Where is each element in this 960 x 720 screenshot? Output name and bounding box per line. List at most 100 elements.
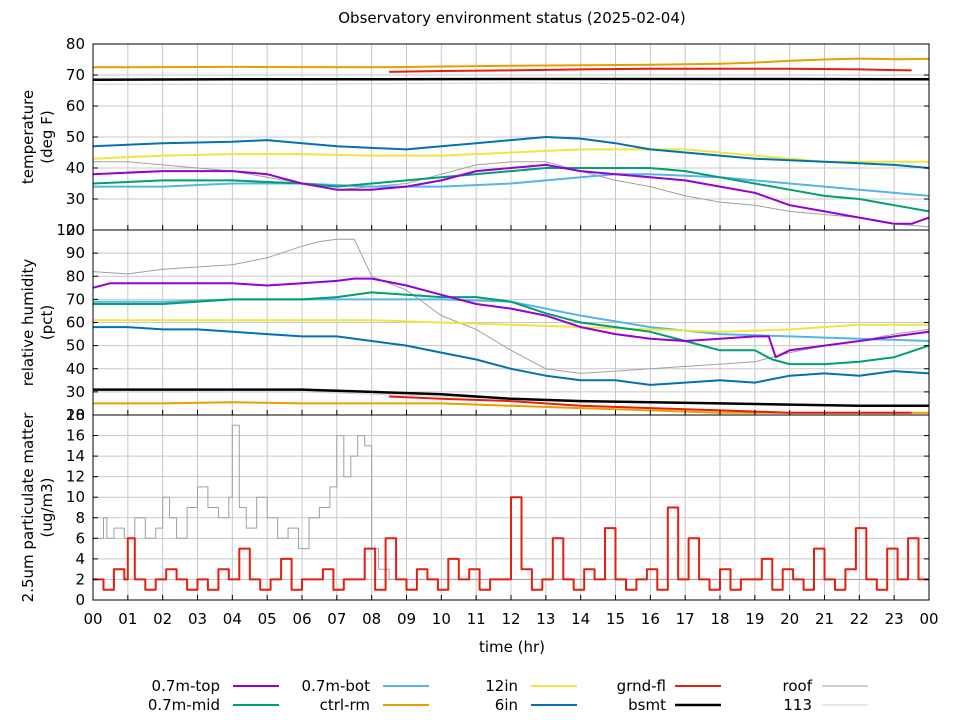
- y-tick-label: 18: [66, 406, 85, 424]
- legend-item-grnd-fl: grnd-fl: [617, 677, 721, 695]
- x-tick-label: 12: [501, 610, 520, 628]
- x-tick-label: 16: [641, 610, 660, 628]
- y-tick-label: 70: [66, 66, 85, 84]
- y-tick-label: 50: [66, 337, 85, 355]
- y-tick-label: 40: [66, 360, 85, 378]
- legend-label: roof: [783, 677, 813, 695]
- x-tick-label: 02: [153, 610, 172, 628]
- y-tick-label: 10: [66, 488, 85, 506]
- x-tick-label: 17: [676, 610, 695, 628]
- x-tick-label: 08: [362, 610, 381, 628]
- y-tick-label: 60: [66, 97, 85, 115]
- series-line-pm25-roof: [93, 424, 929, 580]
- x-tick-label: 21: [815, 610, 834, 628]
- series-line-temperature-6in: [93, 136, 929, 169]
- y-axis-label-line: relative humidity: [19, 259, 37, 387]
- x-tick-label: 19: [745, 610, 764, 628]
- series-line-humidity-grnd-fl: [389, 395, 912, 414]
- y-tick-label: 100: [56, 221, 85, 239]
- x-tick-label: 23: [885, 610, 904, 628]
- y-tick-label: 70: [66, 290, 85, 308]
- x-tick-label: 10: [432, 610, 451, 628]
- x-axis-label: time (hr): [479, 638, 545, 656]
- x-tick-label: 00: [919, 610, 938, 628]
- y-tick-label: 40: [66, 159, 85, 177]
- pm25-panel-frame: [92, 414, 930, 601]
- frame-layer: [92, 43, 930, 601]
- legend-item-0.7m-top: 0.7m-top: [152, 677, 279, 695]
- pm25-y-axis-label: 2.5um particulate matter(ug/m3): [19, 412, 56, 602]
- legend-label: 0.7m-mid: [148, 696, 220, 714]
- chart-title: Observatory environment status (2025-02-…: [338, 9, 686, 27]
- x-tick-label: 09: [397, 610, 416, 628]
- y-axis-label-line: (deg F): [38, 110, 56, 163]
- legend-label: grnd-fl: [617, 677, 666, 695]
- y-tick-label: 8: [75, 509, 85, 527]
- series-line-temperature-grnd-fl: [389, 67, 912, 73]
- x-tick-label: 01: [118, 610, 137, 628]
- y-axis-label-line: (pct): [38, 305, 56, 340]
- x-tick-label: 05: [258, 610, 277, 628]
- y-tick-label: 20: [66, 221, 85, 239]
- x-tick-label: 00: [83, 610, 102, 628]
- y-axis-label-line: (ug/m3): [38, 478, 56, 538]
- y-tick-label: 30: [66, 190, 85, 208]
- y-tick-label: 60: [66, 314, 85, 332]
- y-tick-label: 30: [66, 383, 85, 401]
- x-tick-label: 07: [327, 610, 346, 628]
- legend-item-0.7m-mid: 0.7m-mid: [148, 696, 279, 714]
- series-line-humidity-0.7m-top: [93, 277, 929, 359]
- y-tick-label: 80: [66, 35, 85, 53]
- series-line-humidity-bsmt: [93, 388, 929, 408]
- series-line-pm25-grnd-fl: [93, 496, 929, 591]
- legend-label: 6in: [495, 696, 518, 714]
- y-tick-label: 14: [66, 447, 85, 465]
- y-tick-label: 6: [75, 529, 85, 547]
- series-line-temperature-bsmt: [93, 77, 929, 81]
- y-tick-label: 0: [75, 591, 85, 609]
- legend-label: 113: [783, 696, 812, 714]
- pm25-series-group: [93, 424, 929, 591]
- y-tick-label: 50: [66, 128, 85, 146]
- series-line-temperature-ctrl-rm: [93, 57, 929, 69]
- y-tick-label: 20: [66, 406, 85, 424]
- y-axis-label-line: 2.5um particulate matter: [19, 412, 37, 602]
- legend-label: 12in: [485, 677, 518, 695]
- legend-item-113: 113: [783, 696, 868, 714]
- series-line-temperature-0.7m-top: [93, 163, 929, 225]
- series-line-humidity-6in: [93, 326, 929, 386]
- legend-item-ctrl-rm: ctrl-rm: [320, 696, 429, 714]
- legend-item-roof: roof: [783, 677, 868, 695]
- humidity-y-axis-label: relative humidity(pct): [19, 259, 56, 387]
- x-tick-label: 20: [780, 610, 799, 628]
- humidity-series-group: [93, 238, 929, 414]
- x-tick-label: 11: [467, 610, 486, 628]
- series-line-humidity-0.7m-mid: [93, 291, 929, 366]
- y-tick-label: 4: [75, 550, 85, 568]
- series-line-temperature-0.7m-bot: [93, 173, 929, 197]
- legend-item-6in: 6in: [495, 696, 577, 714]
- temperature-y-axis-label: temperature(deg F): [19, 90, 56, 184]
- y-axis-label-line: temperature: [19, 90, 37, 184]
- legend-item-bsmt: bsmt: [628, 696, 721, 714]
- legend-label: ctrl-rm: [320, 696, 370, 714]
- y-tick-label: 90: [66, 244, 85, 262]
- x-tick-label: 06: [292, 610, 311, 628]
- y-tick-label: 16: [66, 427, 85, 445]
- legend-label: 0.7m-top: [152, 677, 220, 695]
- x-tick-label: 04: [223, 610, 242, 628]
- y-tick-label: 2: [75, 570, 85, 588]
- legend-item-0.7m-bot: 0.7m-bot: [302, 677, 429, 695]
- x-tick-label: 14: [571, 610, 590, 628]
- temperature-series-group: [93, 57, 929, 228]
- series-line-temperature-113: [93, 82, 929, 85]
- y-tick-label: 80: [66, 267, 85, 285]
- legend-label: bsmt: [628, 696, 666, 714]
- x-tick-label: 03: [188, 610, 207, 628]
- y-tick-label: 12: [66, 468, 85, 486]
- x-tick-label: 15: [606, 610, 625, 628]
- series-layer: [93, 57, 929, 591]
- series-line-humidity-12in: [93, 319, 929, 333]
